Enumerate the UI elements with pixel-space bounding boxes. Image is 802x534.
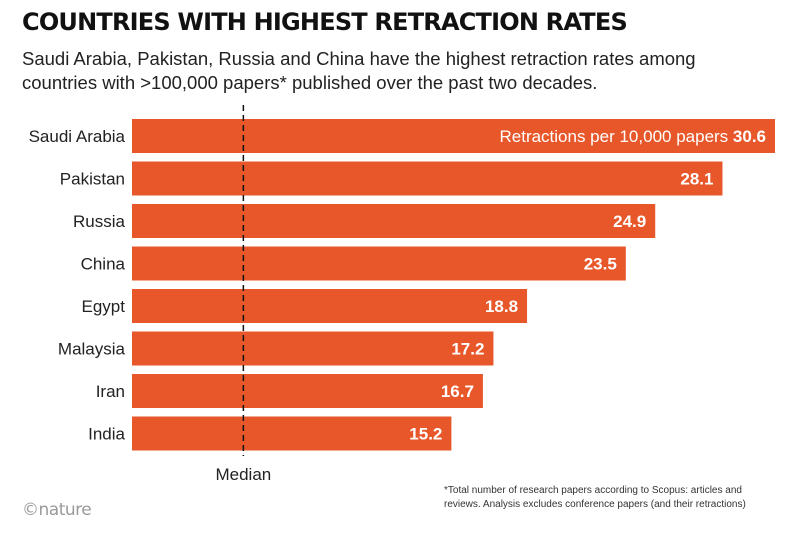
value-labels: Retractions per 10,000 papers 30.6 28.1 24…: [409, 127, 766, 444]
category-label-saudi-arabia: Saudi Arabia: [29, 127, 126, 146]
nature-logo: ©nature: [22, 500, 92, 520]
value-label-china: 23.5: [584, 255, 617, 274]
value-label-egypt: 18.8: [485, 297, 518, 316]
bar-malaysia: [132, 331, 494, 366]
bar-pakistan: [132, 161, 723, 196]
category-label-egypt: Egypt: [82, 297, 126, 316]
footnote: *Total number of research papers accordi…: [444, 485, 746, 510]
value-label-iran: 16.7: [441, 382, 474, 401]
value-label-russia: 24.9: [613, 212, 646, 231]
category-label-iran: Iran: [96, 382, 125, 401]
median-label: Median: [215, 465, 271, 484]
bar-saudi-arabia: [132, 119, 775, 153]
bars: [132, 119, 775, 451]
bar-egypt: [132, 289, 528, 323]
chart-subtitle: Saudi Arabia, Pakistan, Russia and China…: [22, 48, 696, 93]
value-label-india: 15.2: [409, 425, 442, 444]
bar-iran: [132, 374, 483, 408]
value-label-pakistan: 28.1: [680, 170, 713, 189]
chart-title: COUNTRIES WITH HIGHEST RETRACTION RATES: [22, 8, 628, 36]
category-label-russia: Russia: [73, 212, 126, 231]
value-label-saudi-arabia: Retractions per 10,000 papers 30.6: [499, 127, 766, 146]
category-label-india: India: [88, 425, 125, 444]
category-labels: Saudi Arabia Pakistan Russia China Egypt Mala…: [29, 127, 126, 444]
value-label-malaysia: 17.2: [451, 340, 484, 359]
category-label-pakistan: Pakistan: [60, 170, 125, 189]
bar-russia: [132, 204, 656, 238]
category-label-malaysia: Malaysia: [58, 340, 126, 359]
category-label-china: China: [81, 255, 126, 274]
median-marker: Median: [215, 105, 271, 484]
bar-china: [132, 246, 626, 281]
bar-india: [132, 416, 452, 451]
